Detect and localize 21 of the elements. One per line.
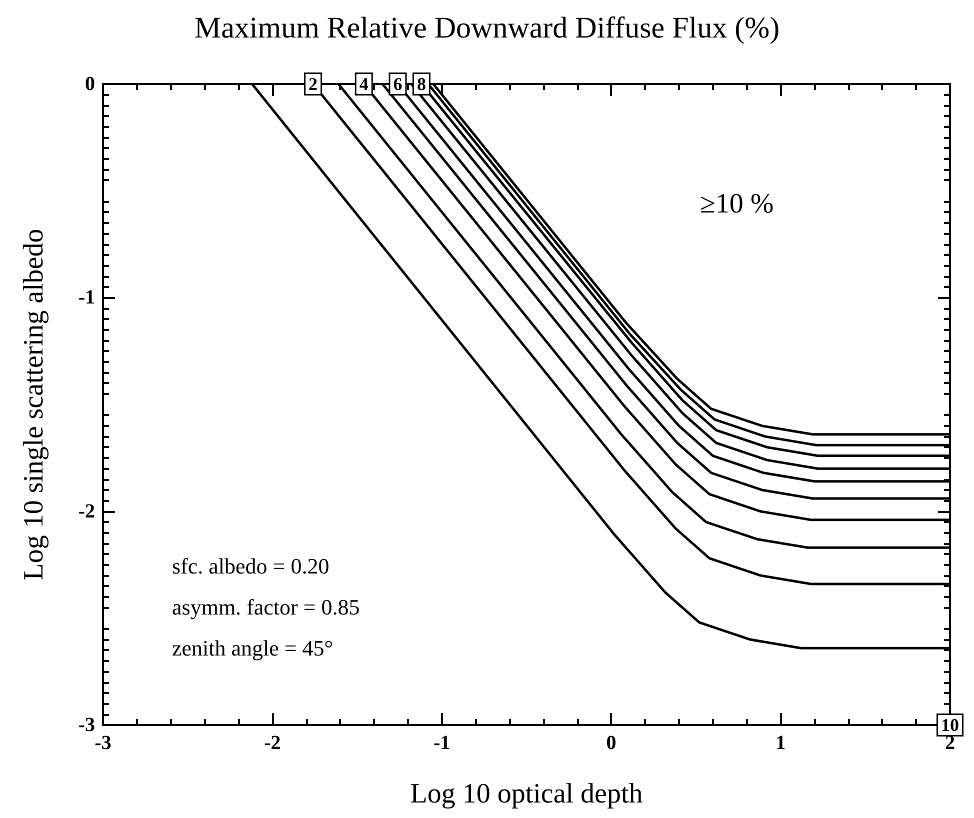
annotation: 2 bbox=[308, 74, 318, 94]
y-tick-label: -2 bbox=[78, 500, 95, 522]
annotation: 8 bbox=[416, 74, 426, 94]
y-tick-label: -1 bbox=[78, 286, 95, 309]
annotation: zenith angle = 45° bbox=[172, 636, 334, 660]
annotation: asymm. factor = 0.85 bbox=[172, 594, 360, 620]
x-tick-label: -3 bbox=[94, 732, 112, 754]
annotation: sfc. albedo = 0.20 bbox=[172, 554, 330, 578]
chart-title: Maximum Relative Downward Diffuse Flux (%) bbox=[194, 12, 780, 44]
y-tick-label: 0 bbox=[85, 73, 95, 95]
annotation: 6 bbox=[393, 74, 402, 94]
x-tick-label: -2 bbox=[264, 732, 281, 754]
x-tick-label: -1 bbox=[433, 732, 450, 754]
annotation: 10 bbox=[941, 715, 959, 735]
x-tick-label: 0 bbox=[606, 732, 616, 754]
annotation: 4 bbox=[359, 74, 368, 94]
y-tick-label: -3 bbox=[78, 714, 95, 736]
x-axis-title: Log 10 optical depth bbox=[410, 778, 643, 810]
annotation: ≥10 % bbox=[700, 188, 774, 220]
y-axis-title: Log 10 single scattering albedo bbox=[18, 228, 50, 580]
x-tick-label: 1 bbox=[776, 732, 786, 754]
